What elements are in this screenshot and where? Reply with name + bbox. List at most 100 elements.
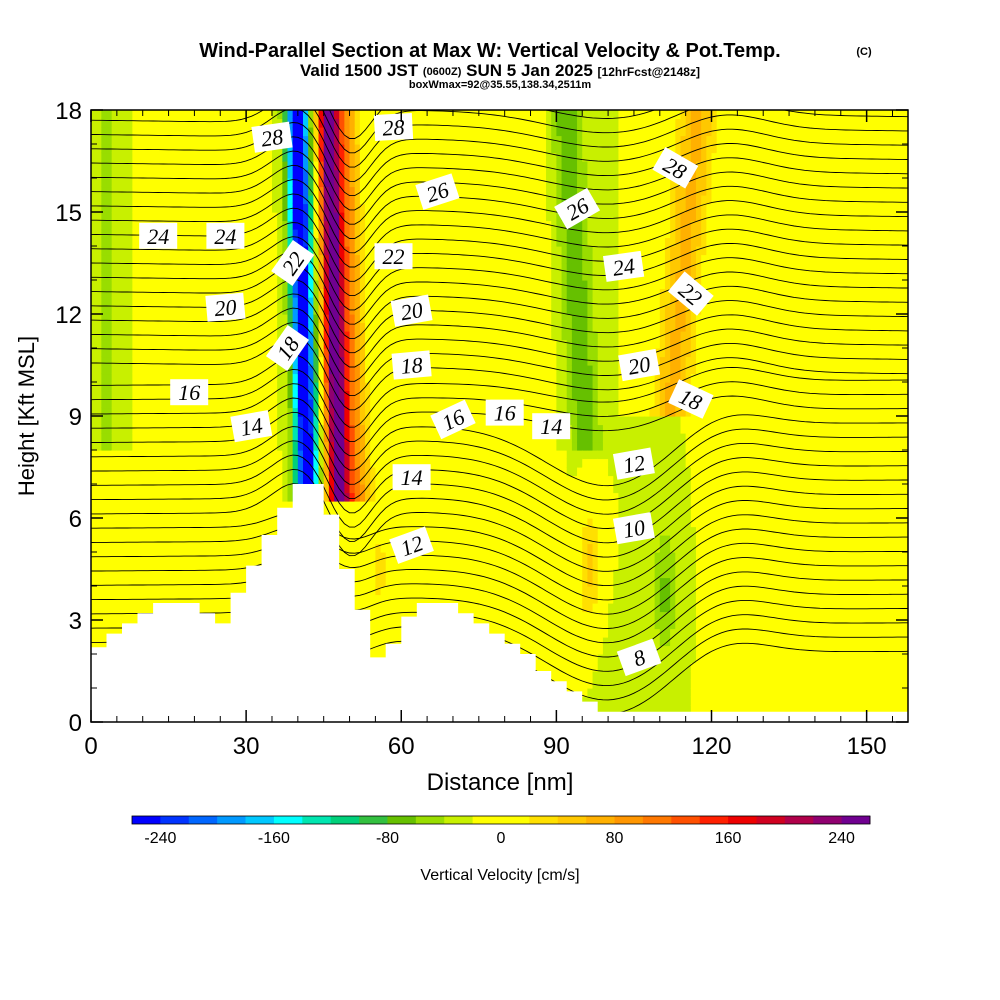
velocity-cell	[163, 127, 170, 137]
velocity-cell	[344, 552, 351, 562]
velocity-cell	[178, 416, 185, 426]
velocity-cell	[246, 152, 252, 162]
velocity-cell	[132, 535, 139, 545]
velocity-cell	[246, 339, 252, 349]
velocity-cell	[354, 475, 361, 485]
velocity-cell	[230, 373, 237, 383]
velocity-cell	[194, 212, 201, 222]
velocity-cell	[411, 586, 418, 596]
velocity-cell	[132, 161, 139, 171]
velocity-cell	[111, 110, 118, 120]
velocity-cell	[349, 501, 356, 511]
velocity-cell	[375, 407, 382, 417]
velocity-cell	[375, 560, 382, 570]
velocity-cell	[220, 586, 227, 596]
velocity-cell	[442, 526, 449, 536]
velocity-cell	[246, 373, 252, 383]
velocity-cell	[401, 518, 408, 528]
velocity-cell	[380, 280, 387, 290]
velocity-cell	[147, 246, 154, 256]
velocity-cell	[220, 365, 227, 375]
velocity-cell	[442, 127, 449, 137]
velocity-cell	[349, 416, 356, 426]
velocity-cell	[209, 535, 216, 545]
velocity-cell	[106, 441, 113, 451]
velocity-cell	[189, 484, 196, 494]
velocity-cell	[251, 237, 258, 247]
velocity-cell	[442, 271, 449, 281]
velocity-cell	[318, 195, 325, 205]
velocity-cell	[416, 492, 423, 502]
velocity-cell	[173, 203, 180, 213]
velocity-cell	[401, 526, 408, 536]
velocity-cell	[334, 246, 340, 256]
velocity-cell	[122, 416, 128, 426]
velocity-cell	[375, 169, 382, 179]
velocity-cell	[106, 526, 113, 536]
velocity-cell	[116, 220, 123, 230]
velocity-cell	[209, 484, 216, 494]
velocity-cell	[142, 560, 149, 570]
velocity-cell	[127, 152, 133, 162]
velocity-cell	[132, 237, 139, 247]
velocity-cell	[354, 382, 361, 392]
velocity-cell	[111, 458, 118, 468]
velocity-cell	[225, 144, 232, 154]
velocity-cell	[318, 178, 325, 188]
velocity-cell	[142, 152, 149, 162]
velocity-cell	[416, 382, 423, 392]
velocity-cell	[292, 467, 299, 477]
velocity-cell	[184, 135, 190, 145]
velocity-cell	[235, 518, 242, 528]
velocity-cell	[370, 373, 376, 383]
velocity-cell	[287, 229, 294, 239]
velocity-cell	[411, 382, 418, 392]
velocity-cell	[137, 373, 144, 383]
velocity-cell	[277, 365, 283, 375]
velocity-cell	[246, 475, 252, 485]
velocity-cell	[101, 297, 108, 307]
velocity-cell	[235, 178, 242, 188]
velocity-cell	[421, 560, 428, 570]
velocity-cell	[204, 322, 211, 332]
velocity-cell	[184, 127, 190, 137]
velocity-cell	[147, 356, 154, 366]
velocity-cell	[297, 348, 304, 358]
velocity-cell	[349, 365, 356, 375]
velocity-cell	[411, 433, 418, 443]
velocity-cell	[225, 611, 232, 621]
velocity-cell	[370, 501, 376, 511]
velocity-cell	[106, 178, 113, 188]
velocity-cell	[137, 501, 144, 511]
velocity-cell	[308, 288, 314, 298]
velocity-cell	[127, 518, 133, 528]
velocity-cell	[411, 416, 418, 426]
velocity-cell	[246, 399, 252, 409]
velocity-cell	[375, 543, 382, 553]
velocity-cell	[266, 212, 273, 222]
velocity-cell	[385, 552, 392, 562]
velocity-cell	[251, 467, 258, 477]
velocity-cell	[334, 339, 340, 349]
velocity-cell	[122, 169, 128, 179]
velocity-cell	[163, 416, 170, 426]
velocity-cell	[173, 161, 180, 171]
velocity-cell	[215, 152, 221, 162]
velocity-cell	[189, 373, 196, 383]
velocity-cell	[344, 390, 351, 400]
velocity-cell	[354, 135, 361, 145]
velocity-cell	[339, 195, 345, 205]
velocity-cell	[142, 246, 149, 256]
velocity-cell	[359, 365, 366, 375]
velocity-cell	[261, 246, 268, 256]
velocity-cell	[303, 314, 309, 324]
velocity-cell	[251, 399, 258, 409]
velocity-cell	[215, 118, 221, 128]
velocity-cell	[323, 195, 330, 205]
velocity-cell	[339, 161, 345, 171]
velocity-cell	[225, 373, 232, 383]
velocity-cell	[194, 161, 201, 171]
velocity-cell	[359, 458, 366, 468]
velocity-cell	[328, 203, 335, 213]
velocity-cell	[225, 212, 232, 222]
